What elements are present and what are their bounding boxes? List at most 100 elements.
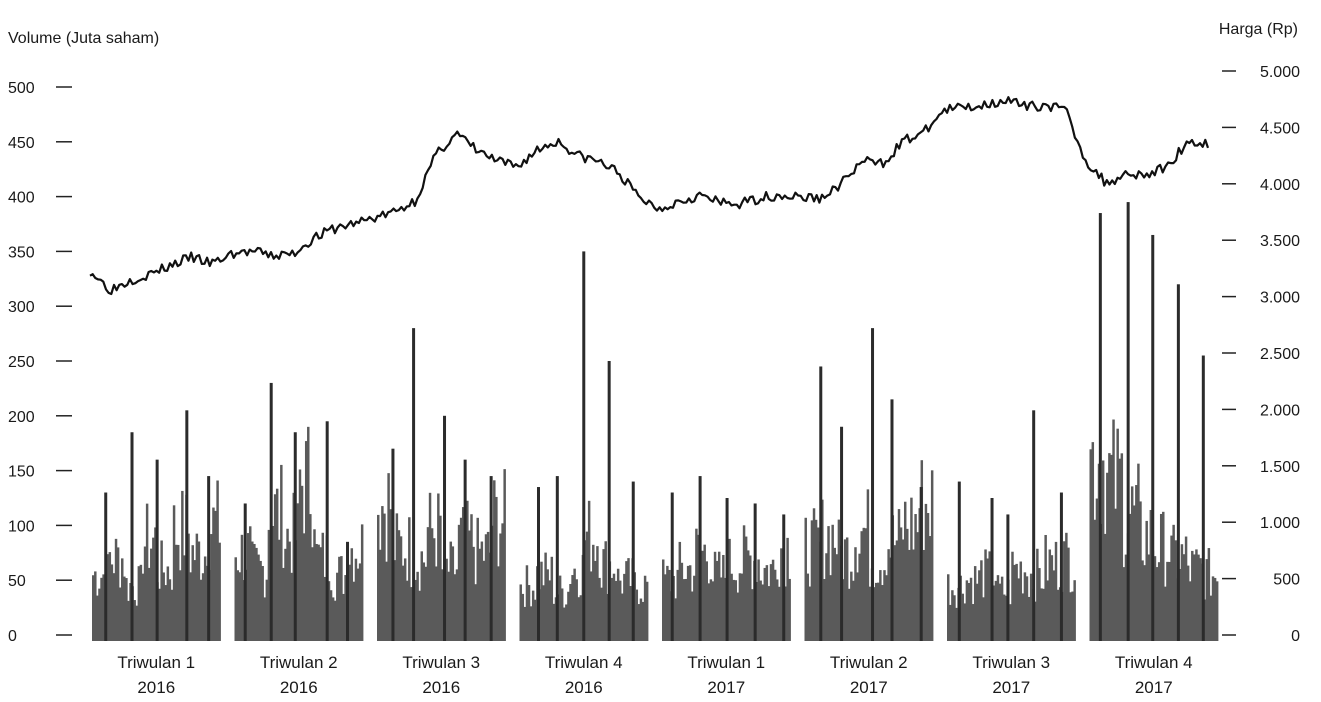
volume-bar: [286, 528, 289, 641]
volume-bar: [1135, 485, 1138, 641]
volume-bar: [686, 565, 690, 641]
volume-bar: [1023, 572, 1027, 641]
volume-bar: [183, 555, 186, 641]
volume-bar: [468, 530, 471, 641]
price-line: [89, 96, 1210, 296]
volume-bar: [571, 575, 574, 641]
left-tick-label: 400: [8, 190, 35, 207]
volume-bar: [385, 561, 388, 641]
volume-bar: [976, 583, 979, 641]
volume-bar: [521, 593, 525, 641]
volume-bar: [275, 488, 279, 641]
volume-peak-bar: [536, 487, 540, 641]
volume-bar: [164, 585, 168, 641]
volume-bar: [579, 595, 583, 641]
right-tick-label: 4.000: [1260, 177, 1300, 194]
volume-bar: [763, 567, 767, 641]
volume-bar: [240, 534, 244, 641]
volume-bar: [401, 565, 405, 641]
volume-peak-bar: [890, 399, 894, 641]
volume-bar: [724, 577, 727, 641]
volume-bar: [1073, 580, 1076, 641]
volume-bar: [94, 571, 97, 641]
volume-bar: [709, 579, 713, 641]
volume-bar: [662, 559, 665, 641]
volume-bar: [730, 573, 733, 641]
volume-bar: [986, 558, 989, 641]
volume-bar: [414, 579, 417, 641]
volume-bar: [910, 497, 913, 641]
volume-bar: [1170, 535, 1173, 641]
volume-bar: [734, 580, 738, 641]
volume-bar: [234, 557, 237, 641]
volume-bar: [280, 464, 283, 641]
volume-bar: [854, 547, 857, 641]
volume-bar: [238, 572, 242, 641]
volume-bar: [604, 541, 607, 641]
volume-bar: [831, 524, 834, 641]
volume-bar: [577, 597, 581, 641]
volume-bar: [860, 531, 863, 641]
volume-peak-bar: [607, 361, 611, 641]
volume-bar: [1213, 577, 1217, 641]
volume-bar: [1197, 554, 1200, 641]
volume-bar: [503, 469, 506, 641]
volume-bar: [965, 580, 969, 641]
volume-bar: [210, 534, 213, 641]
volume-bar: [602, 549, 605, 641]
volume-bar: [470, 514, 473, 641]
volume-peak-bar: [670, 492, 674, 641]
volume-bar: [1027, 596, 1031, 641]
volume-bar: [759, 580, 762, 641]
volume-bar: [778, 586, 781, 641]
volume-bar: [1052, 570, 1056, 641]
volume-bar: [451, 546, 455, 641]
volume-bar: [1015, 563, 1018, 641]
volume-bar: [121, 558, 124, 641]
volume-bar: [439, 515, 442, 641]
left-tick-label: 150: [8, 464, 35, 481]
quarter-label-line1: Triwulan 1: [117, 653, 195, 672]
volume-bar: [674, 598, 677, 641]
volume-peak-bar: [207, 476, 211, 641]
volume-bar: [251, 541, 254, 641]
volume-bar: [453, 574, 457, 641]
volume-bar: [315, 543, 318, 641]
left-tick-label: 200: [8, 409, 35, 426]
volume-bar: [967, 583, 971, 641]
volume-bar: [769, 564, 773, 641]
volume-bar: [856, 572, 859, 641]
right-tick-label: 1.500: [1260, 459, 1300, 476]
volume-bar: [307, 426, 310, 641]
volume-bar: [998, 583, 1002, 641]
volume-bar: [1013, 564, 1016, 641]
volume-bar: [424, 566, 428, 641]
volume-peak-bar: [1098, 213, 1102, 642]
volume-bar: [1021, 593, 1025, 641]
volume-bar: [963, 603, 967, 641]
volume-bar: [984, 549, 987, 641]
volume-bar: [893, 545, 897, 641]
volume-bar: [1042, 588, 1045, 641]
volume-bar: [377, 514, 380, 641]
volume-bar: [1143, 565, 1146, 641]
volume-bar: [1209, 595, 1213, 641]
volume-bar: [282, 567, 285, 641]
volume-bar: [544, 552, 547, 641]
quarter-label-line2: 2017: [1135, 678, 1173, 697]
volume-bar: [395, 513, 399, 641]
volume-bar: [342, 593, 345, 641]
volume-bar: [1056, 589, 1060, 641]
volume-bar: [585, 531, 589, 641]
volume-bar: [422, 562, 426, 641]
volume-bar: [457, 524, 461, 641]
volume-bar: [693, 575, 696, 641]
volume-bar: [994, 580, 998, 641]
volume-bar: [688, 565, 692, 641]
left-tick-label: 450: [8, 135, 35, 152]
volume-bar: [298, 469, 302, 641]
volume-bar: [804, 517, 807, 641]
volume-bar: [265, 579, 269, 641]
volume-bar: [621, 593, 624, 641]
